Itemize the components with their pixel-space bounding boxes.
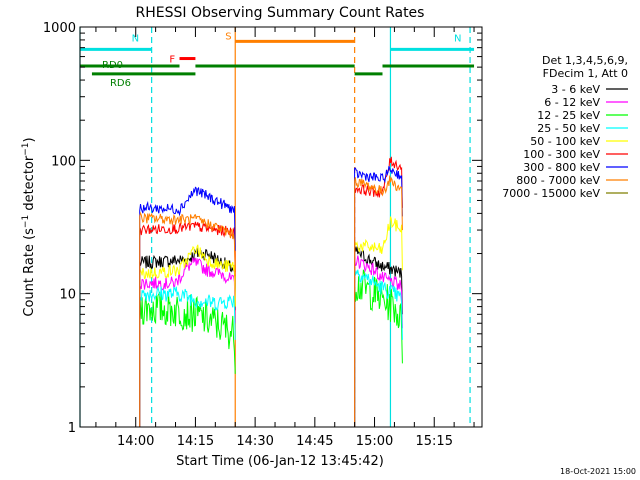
series-line: [354, 156, 403, 427]
series-line: [354, 216, 403, 427]
legend-label: 300 - 800 keV: [523, 161, 600, 174]
x-axis-label: Start Time (06-Jan-12 13:45:42): [176, 454, 384, 469]
series-line: [139, 211, 236, 427]
legend-label: 3 - 6 keV: [551, 83, 600, 96]
legend-label: 100 - 300 keV: [523, 148, 600, 161]
legend-header: FDecim 1, Att 0: [543, 67, 628, 80]
series-line: [139, 221, 236, 427]
flag-label: N: [132, 33, 139, 44]
axes-layer: 1 10 100 1000 14:00 14:15 14:30 14:45 15:00 15:15: [43, 21, 482, 449]
series-line: [139, 289, 236, 427]
flag-label: RD0: [102, 60, 123, 71]
plot-frame: [79, 26, 483, 428]
x-tick-label: 14:00: [117, 434, 154, 449]
series-line: [139, 257, 236, 427]
event-lines-layer: [79, 27, 471, 427]
series-line: [354, 244, 403, 427]
series-line: [354, 175, 403, 427]
footer-date: 18-Oct-2021 15:00: [560, 467, 636, 476]
flag-label: N: [454, 33, 461, 44]
flag-label: F: [169, 55, 175, 66]
legend-label: 50 - 100 keV: [530, 135, 600, 148]
series-layer: [139, 156, 403, 427]
legend-label: 25 - 50 keV: [537, 122, 600, 135]
x-tick-label: 15:15: [416, 434, 453, 449]
series-line: [139, 285, 236, 427]
observing-flags-layer: N N F S RD0 RD6: [80, 31, 475, 89]
series-line: [139, 186, 236, 427]
legend-label: 6 - 12 keV: [544, 96, 600, 109]
flag-label: RD6: [110, 78, 131, 89]
series-line: [354, 166, 403, 427]
series-line: [354, 269, 403, 427]
y-axis-label: Count Rate (s−1 detector−1): [21, 137, 37, 316]
y-tick-label: 10: [59, 288, 76, 303]
series-line: [354, 255, 403, 427]
chart-title: RHESSI Observing Summary Count Rates: [136, 5, 425, 21]
legend-label: 7000 - 15000 keV: [502, 187, 600, 200]
x-tick-label: 14:15: [177, 434, 214, 449]
y-tick-label: 1000: [43, 21, 76, 36]
legend-label: 12 - 25 keV: [537, 109, 600, 122]
x-tick-label: 14:30: [236, 434, 273, 449]
y-tick-label: 100: [51, 154, 76, 169]
series-line: [139, 244, 236, 427]
series-line: [354, 269, 403, 427]
x-tick-label: 15:00: [356, 434, 393, 449]
x-tick-label: 14:45: [296, 434, 333, 449]
legend-label: 800 - 7000 keV: [516, 174, 600, 187]
legend: Det 1,3,4,5,6,9,FDecim 1, Att 0 3 - 6 keV…: [502, 54, 628, 200]
flag-label: S: [225, 31, 231, 42]
y-tick-label: 1: [68, 421, 76, 436]
legend-header: Det 1,3,4,5,6,9,: [542, 54, 628, 67]
